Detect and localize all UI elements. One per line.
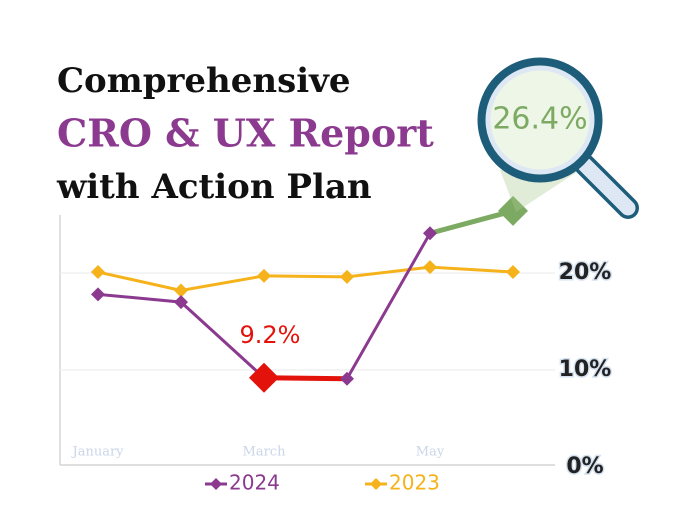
- marker: [174, 295, 188, 310]
- marker: [91, 265, 105, 280]
- magnifier-lens: [477, 57, 603, 183]
- magnifier-beam: [500, 170, 580, 212]
- marker: [340, 269, 354, 284]
- highlight-segment: [429, 208, 514, 236]
- magnifier-rim: [485, 65, 595, 175]
- x-tick-label: January: [70, 445, 124, 460]
- title-line: with Action Plan: [56, 167, 372, 207]
- legend-marker: [210, 478, 222, 490]
- legend-marker: [370, 478, 382, 490]
- highlight-marker: [249, 362, 279, 393]
- value-label: 26.4%: [492, 102, 587, 137]
- title-line: Comprehensive: [57, 61, 351, 101]
- y-tick-label: 20%: [559, 260, 612, 285]
- plot-area: 0% 10% 20% January March May 9.2%: [59, 195, 613, 481]
- series-line: [97, 209, 514, 381]
- y-tick-label: 10%: [559, 357, 612, 382]
- magnifier-handle: [577, 157, 636, 216]
- highlight-marker: [498, 195, 528, 226]
- series-line: [97, 265, 514, 292]
- marker: [423, 226, 437, 241]
- legend-label: 2023: [389, 471, 440, 495]
- marker: [257, 268, 271, 283]
- title-line: CRO & UX Report: [57, 111, 434, 156]
- marker: [423, 260, 437, 275]
- magnifier: [477, 57, 639, 219]
- y-tick-label: 0%: [566, 454, 603, 479]
- marker: [91, 287, 105, 302]
- marker: [506, 265, 520, 280]
- legend-label: 2024: [229, 471, 280, 495]
- x-tick-label: May: [416, 445, 445, 460]
- value-label: 9.2%: [240, 321, 301, 349]
- x-tick-label: March: [243, 445, 287, 460]
- marker: [340, 371, 354, 386]
- marker: [174, 283, 188, 298]
